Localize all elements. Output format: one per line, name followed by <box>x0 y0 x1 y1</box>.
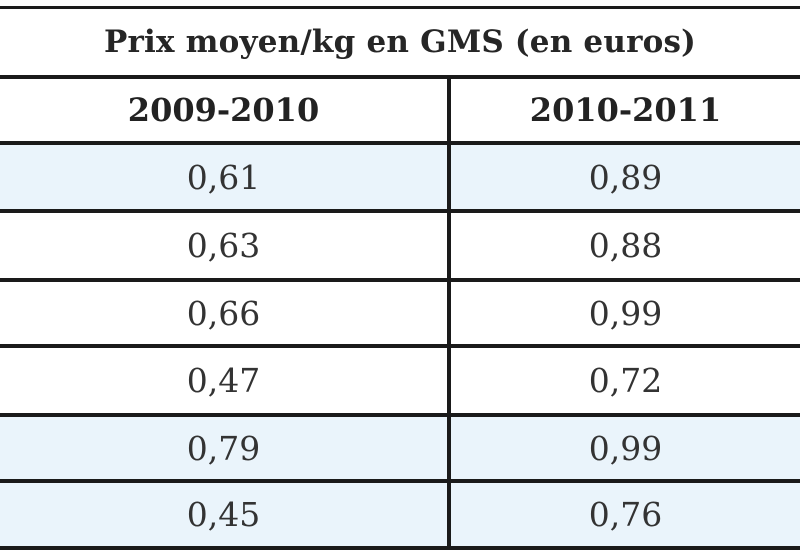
title-bottom-border <box>0 75 800 79</box>
cell-2009-2010: 0,63 <box>186 226 261 265</box>
table-row: 0,47 0,72 <box>0 348 800 413</box>
table-row: 0,63 0,88 <box>0 213 800 278</box>
header-row: 2009-2010 2010-2011 <box>0 79 800 141</box>
column-divider <box>447 79 451 550</box>
cell-2009-2010: 0,45 <box>186 495 261 534</box>
cell-2010-2011: 0,99 <box>588 293 663 333</box>
cell-2009-2010: 0,61 <box>186 157 261 197</box>
cell-2010-2011: 0,89 <box>588 157 663 197</box>
cell-2009-2010: 0,79 <box>186 428 261 468</box>
cell-2010-2011: 0,72 <box>588 361 663 400</box>
table-row: 0,61 0,89 <box>0 145 800 209</box>
cell-2009-2010: 0,47 <box>186 361 261 400</box>
row-divider <box>0 278 800 282</box>
table-bottom-border <box>0 546 800 550</box>
table-row: 0,66 0,99 <box>0 282 800 344</box>
column-header-2009-2010: 2009-2010 <box>127 91 320 129</box>
header-bottom-border <box>0 141 800 145</box>
cell-2010-2011: 0,99 <box>588 428 663 468</box>
row-divider <box>0 209 800 213</box>
table-title: Prix moyen/kg en GMS (en euros) <box>103 24 697 60</box>
row-divider <box>0 344 800 348</box>
table-row: 0,79 0,99 <box>0 417 800 479</box>
row-divider <box>0 413 800 417</box>
cell-2009-2010: 0,66 <box>186 293 261 333</box>
table-top-border <box>0 6 800 9</box>
table-row: 0,45 0,76 <box>0 483 800 546</box>
cell-2010-2011: 0,76 <box>588 495 663 534</box>
column-header-2010-2011: 2010-2011 <box>529 91 722 129</box>
row-divider <box>0 479 800 483</box>
cell-2010-2011: 0,88 <box>588 226 663 265</box>
